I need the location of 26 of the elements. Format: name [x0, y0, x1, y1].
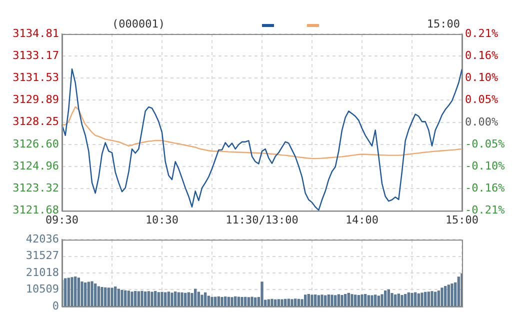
- chart-title: (000001): [112, 17, 165, 30]
- y-tick-label: 10509: [26, 282, 59, 296]
- y-tick-label: 3124.96: [12, 159, 59, 172]
- y-tick-label: 3133.17: [12, 48, 59, 62]
- x-tick-label: 14:00: [345, 213, 379, 226]
- y-tick-label: 3126.60: [12, 137, 59, 150]
- y-tick-label: 31527: [26, 249, 59, 262]
- y2-tick-label: -0.10%: [465, 159, 506, 172]
- y-tick-label: 3134.81: [12, 26, 59, 40]
- text: 15:00: [426, 17, 460, 30]
- y2-tick-label: 0.00%: [465, 115, 498, 128]
- y-tick-label: 3129.89: [12, 93, 59, 106]
- y-tick-label: 3131.53: [12, 71, 59, 84]
- y2-tick-label: -0.05%: [465, 137, 506, 150]
- y2-tick-label: 0.05%: [465, 93, 498, 106]
- y-tick-label: 21018: [26, 266, 59, 279]
- y2-tick-label: 0.21%: [465, 26, 498, 40]
- y-tick-label: 0: [52, 299, 59, 312]
- y-tick-label: 42036: [26, 232, 59, 246]
- y-tick-label: 3128.25: [12, 115, 59, 128]
- y2-tick-label: -0.16%: [465, 182, 506, 195]
- x-tick-label: 11:30/13:00: [226, 213, 298, 226]
- y2-tick-label: 0.16%: [465, 48, 498, 62]
- y-tick-label: 3123.32: [12, 182, 59, 195]
- x-tick-label: 10:30: [145, 213, 179, 226]
- y2-tick-label: 0.10%: [465, 71, 498, 84]
